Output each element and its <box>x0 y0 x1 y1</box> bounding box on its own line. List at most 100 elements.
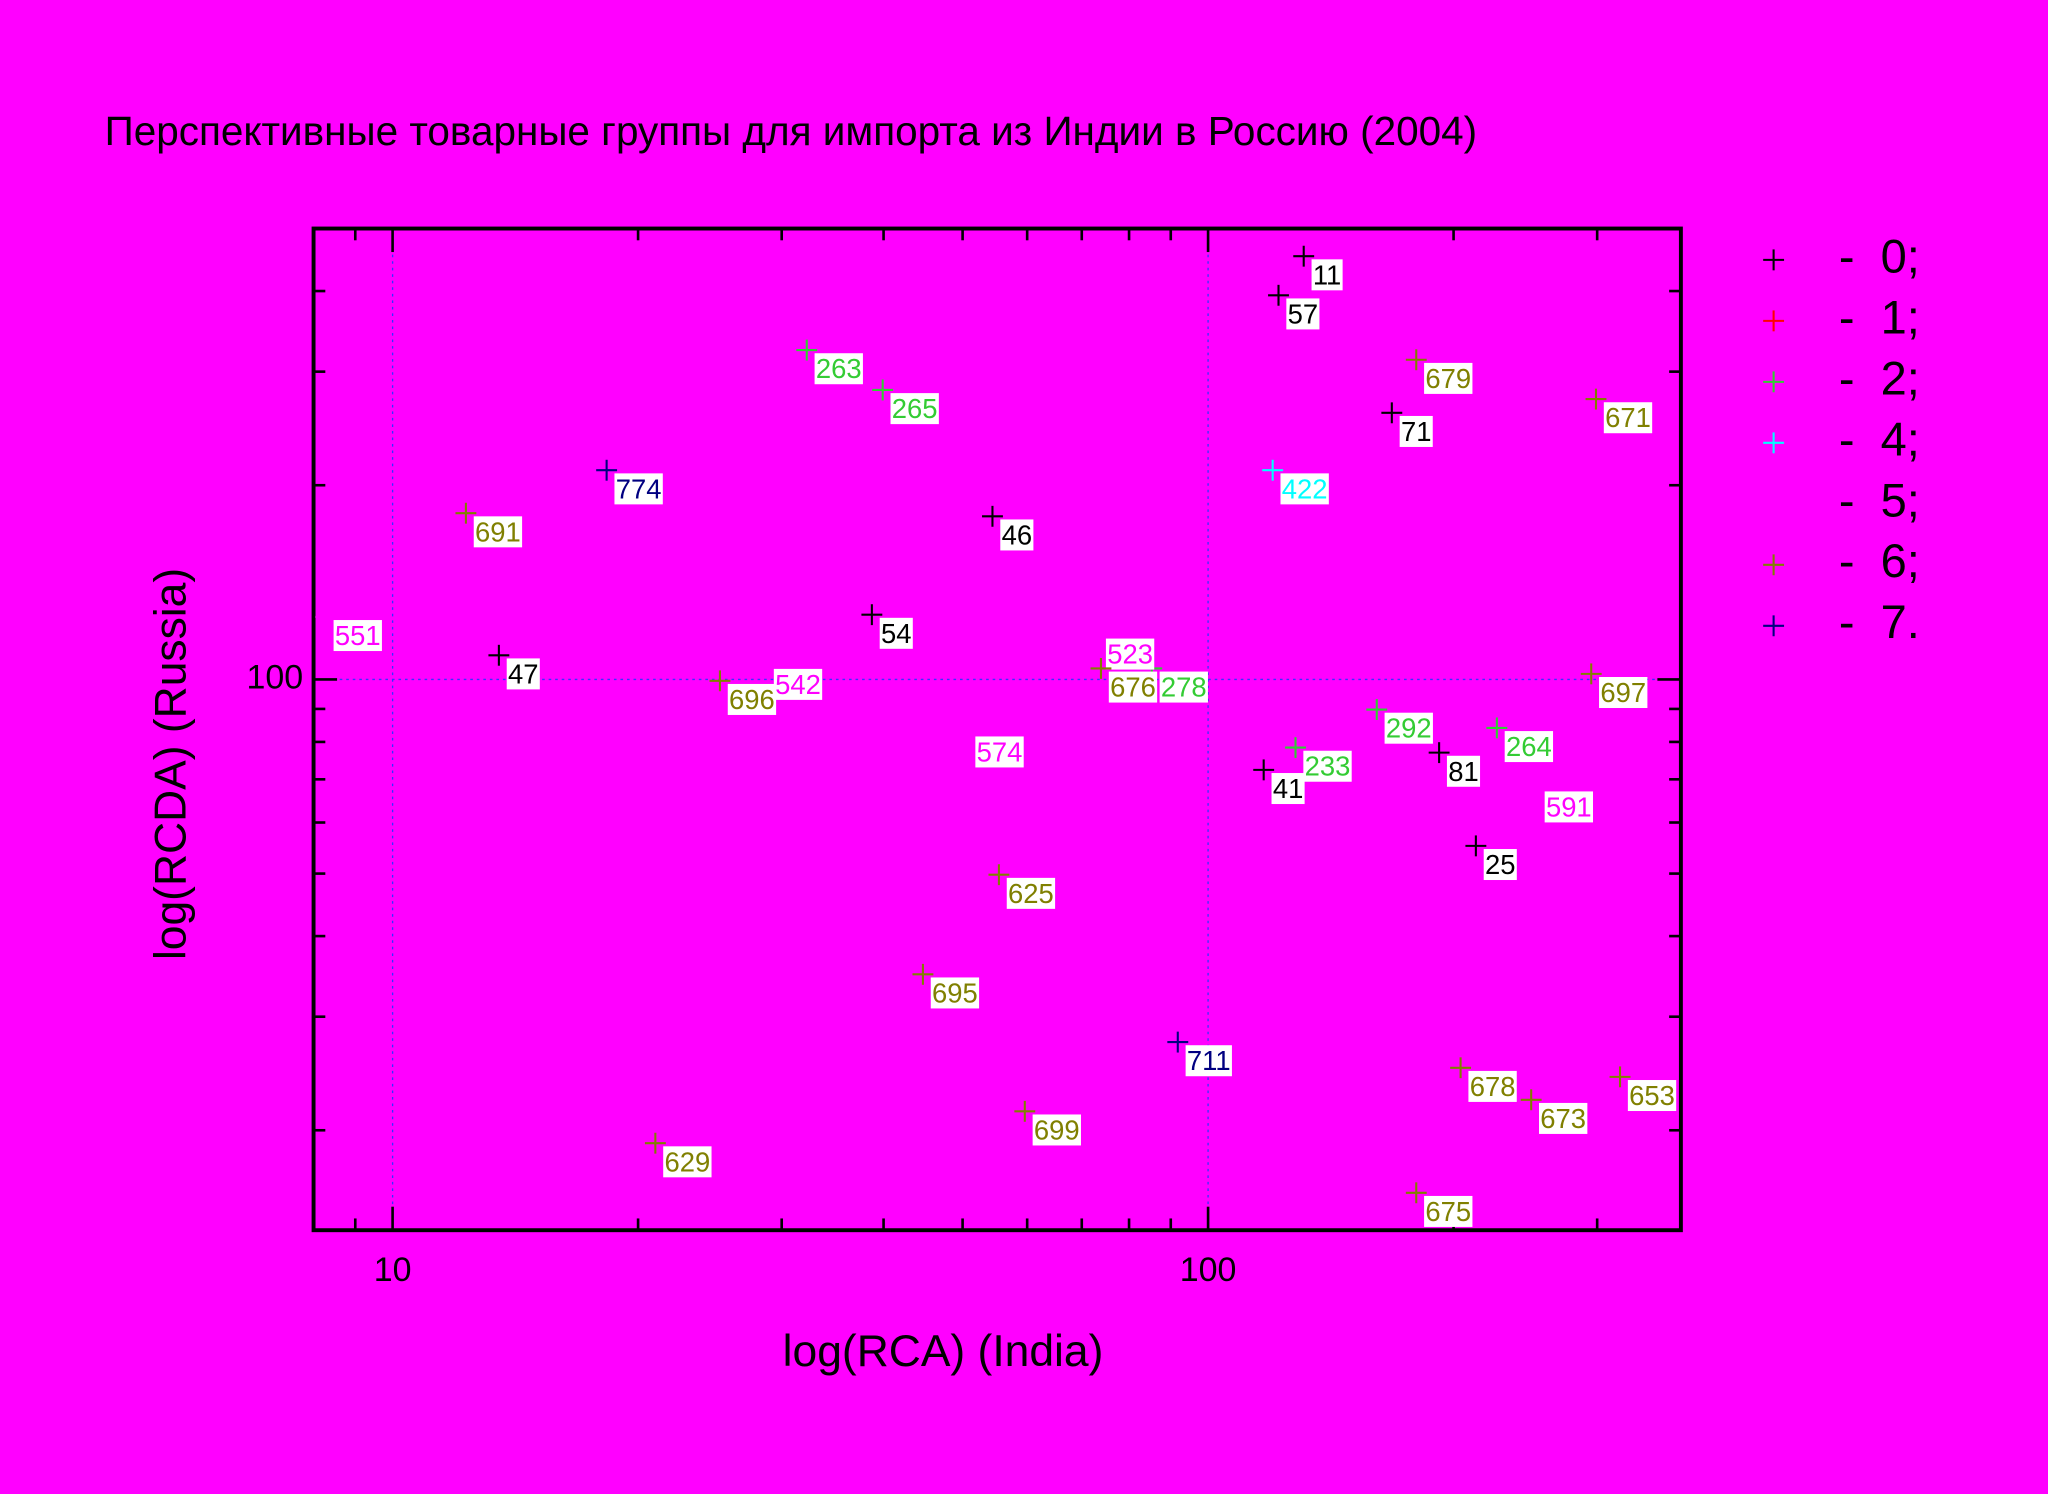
point <box>1167 1031 1189 1053</box>
point-label-bg <box>1286 298 1320 330</box>
point <box>861 604 883 626</box>
point-label-bg <box>1627 1080 1677 1112</box>
point-label-bg <box>1006 877 1056 909</box>
point-label: 54 <box>881 618 911 649</box>
point-label: 278 <box>1161 672 1207 703</box>
point <box>315 606 337 628</box>
point-label-bg <box>1399 415 1433 447</box>
point-label-bg <box>1544 791 1594 823</box>
legend-label: - 7. <box>1839 595 1920 648</box>
y-axis-label: log(RCDA) (Russia) <box>147 568 196 960</box>
point <box>1366 699 1388 720</box>
x-axis-label: log(RCA) (India) <box>783 1327 1104 1376</box>
point <box>1585 388 1607 410</box>
point-label: 81 <box>1448 756 1478 787</box>
point-label: 263 <box>816 353 862 384</box>
point-label-bg <box>1271 773 1305 805</box>
point <box>644 1132 666 1154</box>
legend-label: - 4; <box>1839 412 1920 465</box>
point-label: 695 <box>932 977 978 1008</box>
point-label-bg <box>1468 1070 1517 1102</box>
legend-label: - 6; <box>1839 534 1920 587</box>
point-label: 679 <box>1425 363 1471 394</box>
point-label: 629 <box>665 1146 711 1177</box>
point-label: 41 <box>1273 773 1303 804</box>
point-label: 675 <box>1425 1196 1471 1227</box>
point <box>1465 835 1487 857</box>
point-label: 574 <box>977 736 1023 767</box>
point-label-bg <box>1280 473 1329 505</box>
point-label-bg <box>1384 712 1433 744</box>
point <box>1381 402 1403 424</box>
point <box>1090 657 1112 679</box>
point-label-bg <box>1000 519 1034 551</box>
point-label: 11 <box>1313 259 1341 290</box>
point <box>709 670 731 692</box>
point-label-bg <box>663 1146 712 1178</box>
point-label: 673 <box>1540 1103 1586 1134</box>
point-label-bg <box>773 668 823 700</box>
point <box>957 722 978 744</box>
x-tick-label: 10 <box>374 1251 412 1289</box>
point-label: 71 <box>1401 416 1431 447</box>
point-label-bg <box>1303 750 1352 782</box>
point-label: 625 <box>1008 878 1054 909</box>
point <box>1293 245 1315 267</box>
point <box>982 505 1003 527</box>
point-label: 699 <box>1034 1114 1080 1145</box>
point <box>1014 1100 1036 1122</box>
point-label-bg <box>614 473 663 505</box>
point <box>1450 1057 1472 1079</box>
point-label: 292 <box>1386 713 1432 744</box>
point-label: 711 <box>1187 1045 1231 1076</box>
point-label-bg <box>879 617 913 649</box>
point-label: 264 <box>1506 731 1552 762</box>
point-label-bg <box>1105 638 1155 670</box>
point <box>596 459 618 481</box>
point-label: 696 <box>729 684 775 715</box>
legend-marker <box>1763 554 1785 576</box>
point <box>988 864 1010 886</box>
point <box>1262 459 1284 481</box>
legend-label: - 0; <box>1839 229 1920 282</box>
point-label-bg <box>1032 1114 1081 1146</box>
point-label: 551 <box>335 620 381 651</box>
point <box>1253 759 1275 781</box>
legend-label: - 5; <box>1839 473 1920 526</box>
point <box>1526 777 1548 799</box>
point-label: 25 <box>1485 849 1515 880</box>
point <box>1087 624 1109 646</box>
legend-marker <box>1763 432 1785 454</box>
point-label: 233 <box>1305 751 1351 782</box>
point-label: 774 <box>616 473 662 504</box>
point-label-bg <box>890 393 939 425</box>
point-label: 422 <box>1282 473 1328 504</box>
point-label-bg <box>1599 677 1648 709</box>
point <box>488 644 510 666</box>
chart-title: Перспективные товарные группы для импорт… <box>105 108 1477 154</box>
point-label-bg <box>1483 849 1517 881</box>
point-label-bg <box>1108 671 1158 703</box>
point-label-bg <box>333 620 382 652</box>
point-label-bg <box>1446 755 1481 787</box>
legend-marker <box>1763 310 1785 332</box>
point-label: 591 <box>1546 791 1592 822</box>
point-label: 678 <box>1470 1071 1516 1102</box>
point <box>1428 742 1450 764</box>
point-label: 653 <box>1629 1080 1675 1111</box>
point-label: 265 <box>892 393 938 424</box>
point-label-bg <box>1539 1102 1588 1134</box>
point-label-bg <box>1159 671 1208 703</box>
point-label: 47 <box>508 658 538 689</box>
point <box>455 502 477 524</box>
point-label-bg <box>506 658 540 690</box>
point-label-bg <box>1603 402 1653 434</box>
legend-marker <box>1763 493 1785 515</box>
point <box>1609 1066 1631 1088</box>
legend-marker <box>1763 249 1785 271</box>
point-label: 676 <box>1110 672 1156 703</box>
point-label-bg <box>727 683 777 715</box>
plot-frame <box>311 226 1683 1233</box>
